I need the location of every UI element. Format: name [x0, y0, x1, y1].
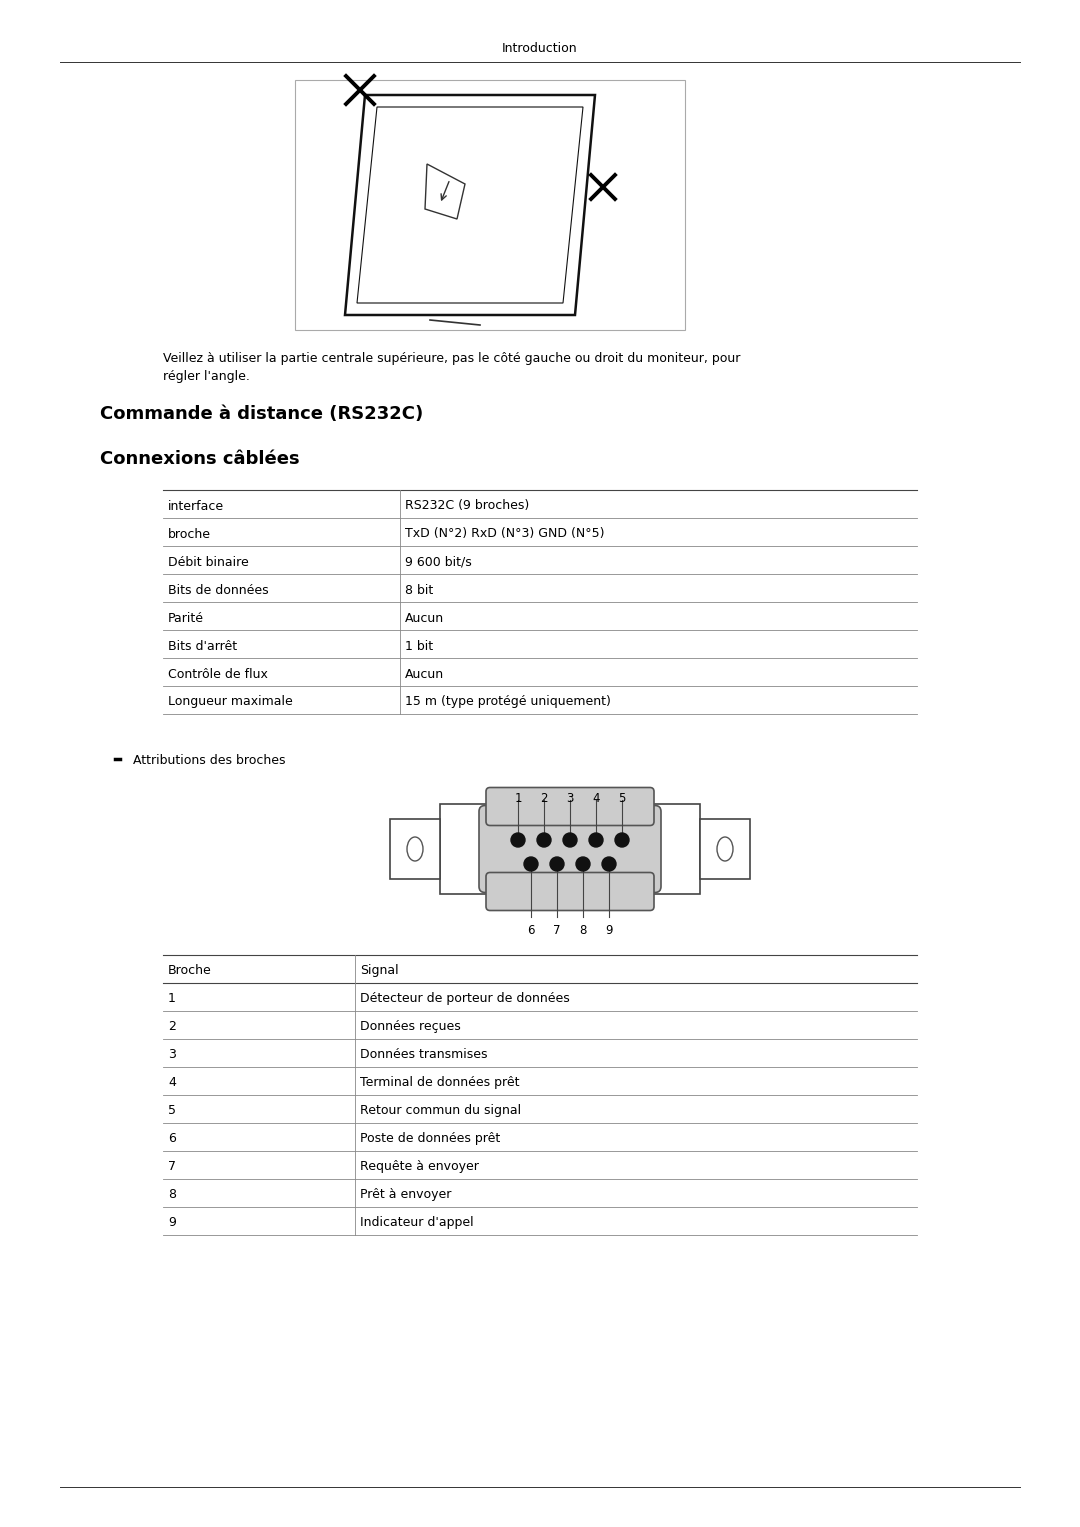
Text: 2: 2: [540, 793, 548, 805]
Circle shape: [511, 834, 525, 847]
Text: Attributions des broches: Attributions des broches: [133, 754, 285, 767]
Text: 1 bit: 1 bit: [405, 640, 433, 652]
Text: 8 bit: 8 bit: [405, 583, 433, 597]
Text: 3: 3: [168, 1048, 176, 1061]
Circle shape: [576, 857, 590, 870]
Text: Bits de données: Bits de données: [168, 583, 269, 597]
Text: 4: 4: [592, 793, 599, 805]
Circle shape: [602, 857, 616, 870]
Text: 2: 2: [168, 1020, 176, 1032]
Circle shape: [589, 834, 603, 847]
Text: Signal: Signal: [360, 964, 399, 977]
Text: 6: 6: [527, 924, 535, 938]
Text: 3: 3: [566, 793, 573, 805]
Text: 6: 6: [168, 1132, 176, 1145]
Text: Broche: Broche: [168, 964, 212, 977]
Circle shape: [537, 834, 551, 847]
Circle shape: [550, 857, 564, 870]
Text: Requête à envoyer: Requête à envoyer: [360, 1161, 478, 1173]
Ellipse shape: [407, 837, 423, 861]
Text: Données transmises: Données transmises: [360, 1048, 487, 1061]
Text: Contrôle de flux: Contrôle de flux: [168, 667, 268, 681]
Bar: [390, 818, 440, 880]
Text: Retour commun du signal: Retour commun du signal: [360, 1104, 522, 1116]
Text: 7: 7: [553, 924, 561, 938]
Text: Bits d'arrêt: Bits d'arrêt: [168, 640, 238, 652]
Text: Introduction: Introduction: [502, 43, 578, 55]
Text: Longueur maximale: Longueur maximale: [168, 695, 293, 709]
Text: 9: 9: [168, 1215, 176, 1229]
Text: 5: 5: [168, 1104, 176, 1116]
Text: TxD (N°2) RxD (N°3) GND (N°5): TxD (N°2) RxD (N°3) GND (N°5): [405, 527, 605, 541]
Bar: [295, 79, 685, 330]
Text: Prêt à envoyer: Prêt à envoyer: [360, 1188, 451, 1202]
FancyBboxPatch shape: [486, 788, 654, 826]
Text: régler l'angle.: régler l'angle.: [163, 370, 249, 383]
Text: interface: interface: [168, 499, 225, 513]
Text: 5: 5: [619, 793, 625, 805]
FancyBboxPatch shape: [480, 806, 661, 892]
Text: Débit binaire: Débit binaire: [168, 556, 248, 568]
Text: Connexions câblées: Connexions câblées: [100, 450, 299, 467]
Text: Aucun: Aucun: [405, 611, 444, 625]
Text: Commande à distance (RS232C): Commande à distance (RS232C): [100, 405, 423, 423]
Text: 1: 1: [168, 993, 176, 1005]
Circle shape: [563, 834, 577, 847]
Text: broche: broche: [168, 527, 211, 541]
Text: 7: 7: [168, 1161, 176, 1173]
Text: 8: 8: [579, 924, 586, 938]
FancyBboxPatch shape: [486, 872, 654, 910]
Text: 9 600 bit/s: 9 600 bit/s: [405, 556, 472, 568]
Text: RS232C (9 broches): RS232C (9 broches): [405, 499, 529, 513]
Bar: [700, 818, 750, 880]
Text: 4: 4: [168, 1077, 176, 1089]
Circle shape: [615, 834, 629, 847]
Text: 15 m (type protégé uniquement): 15 m (type protégé uniquement): [405, 695, 611, 709]
Text: Détecteur de porteur de données: Détecteur de porteur de données: [360, 993, 570, 1005]
Polygon shape: [426, 163, 465, 218]
Circle shape: [524, 857, 538, 870]
Text: Poste de données prêt: Poste de données prêt: [360, 1132, 500, 1145]
Text: 9: 9: [605, 924, 612, 938]
Text: Aucun: Aucun: [405, 667, 444, 681]
Text: Terminal de données prêt: Terminal de données prêt: [360, 1077, 519, 1089]
Text: Indicateur d'appel: Indicateur d'appel: [360, 1215, 474, 1229]
Text: Veillez à utiliser la partie centrale supérieure, pas le côté gauche ou droit du: Veillez à utiliser la partie centrale su…: [163, 353, 741, 365]
Text: 8: 8: [168, 1188, 176, 1202]
Ellipse shape: [717, 837, 733, 861]
Text: Parité: Parité: [168, 611, 204, 625]
Text: Données reçues: Données reçues: [360, 1020, 461, 1032]
Bar: [440, 805, 700, 893]
Text: 1: 1: [514, 793, 522, 805]
